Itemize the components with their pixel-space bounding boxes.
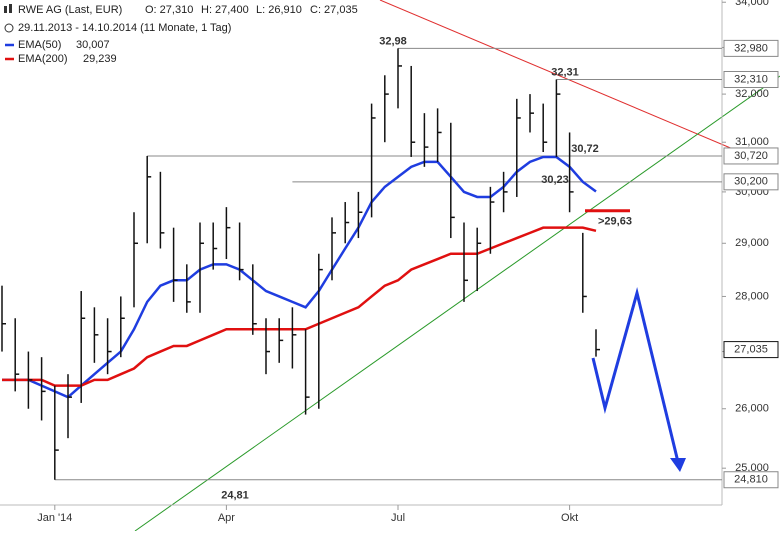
resistance-trendline	[379, 0, 741, 153]
y-tick-label: 26,000	[735, 403, 769, 415]
y-tick-label: 34,000	[735, 0, 769, 8]
x-tick-label: Jul	[391, 512, 405, 524]
level-label: 32,310	[734, 73, 768, 85]
level-box	[723, 471, 779, 489]
level-box	[723, 39, 779, 57]
last-price-box	[723, 341, 779, 359]
projection-arrowhead	[670, 458, 686, 472]
annotation: 24,81	[221, 490, 249, 502]
clock-icon	[4, 23, 14, 33]
x-tick-label: Okt	[561, 512, 578, 524]
legend-value: 29,239	[83, 53, 117, 65]
y-tick-label: 28,000	[735, 290, 769, 302]
level-label: 30,200	[734, 176, 768, 188]
level-label: 24,810	[734, 474, 768, 486]
header-icon	[9, 4, 12, 13]
annotation: >29,63	[598, 216, 632, 228]
header-open: O: 27,310	[145, 4, 193, 16]
ema-line	[2, 155, 597, 399]
y-tick-label: 29,000	[735, 237, 769, 249]
annotation: 32,31	[551, 66, 579, 78]
annotation: 30,72	[571, 143, 599, 155]
header-title: RWE AG (Last, EUR)	[18, 4, 122, 16]
projection-arrow	[591, 287, 680, 463]
header-icon	[4, 6, 7, 13]
annotation: 32,98	[379, 35, 407, 47]
support-trendline	[134, 75, 780, 532]
header-high: H: 27,400	[201, 4, 249, 16]
level-label: 30,720	[734, 150, 768, 162]
x-tick-label: Jan '14	[37, 512, 72, 524]
level-label: 32,980	[734, 42, 768, 54]
level-box	[723, 147, 779, 165]
y-tick-label: 32,000	[735, 88, 769, 100]
header-low: L: 26,910	[256, 4, 302, 16]
header-close: C: 27,035	[310, 4, 358, 16]
y-tick-label: 25,000	[735, 462, 769, 474]
legend-label: EMA(50)	[18, 39, 61, 51]
level-box	[723, 173, 779, 191]
x-tick-label: Apr	[218, 512, 235, 524]
legend-label: EMA(200)	[18, 53, 68, 65]
ema-line	[2, 226, 597, 387]
annotation: 30,23	[541, 174, 569, 186]
legend-value: 30,007	[76, 39, 110, 51]
y-tick-label: 31,000	[735, 136, 769, 148]
header-period: 29.11.2013 - 14.10.2014 (11 Monate, 1 Ta…	[18, 22, 231, 34]
level-box	[723, 70, 779, 88]
header: RWE AG (Last, EUR) O: 27,310 H: 27,400 L…	[4, 4, 358, 34]
last-price-label: 27,035	[734, 344, 768, 356]
